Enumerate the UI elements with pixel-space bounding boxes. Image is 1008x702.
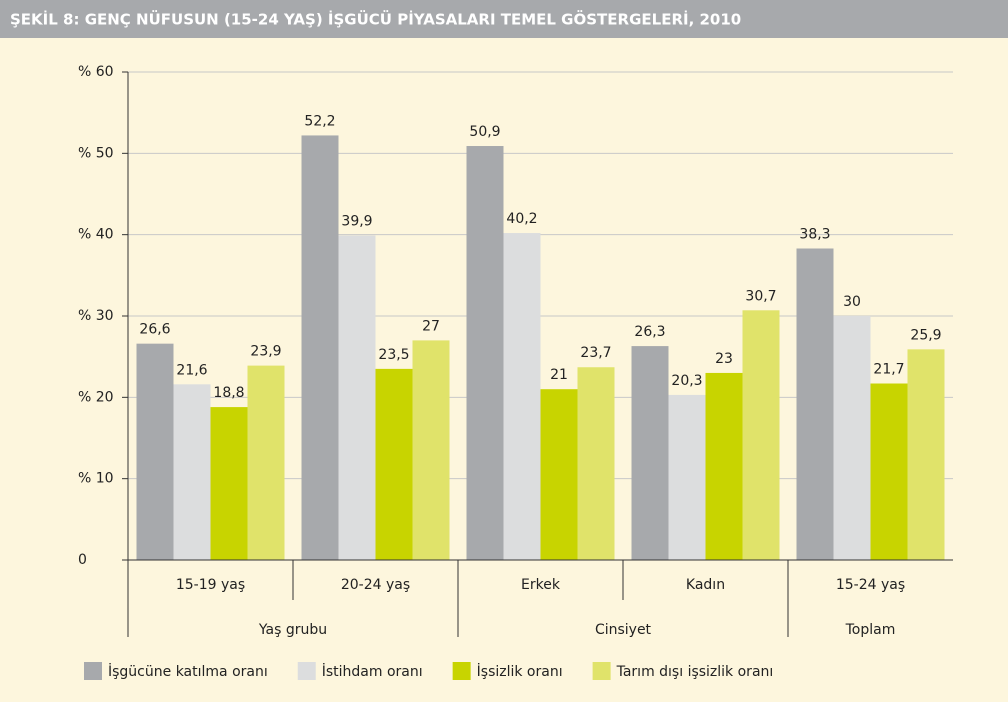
value-label: 26,6	[139, 322, 170, 338]
value-label: 52,2	[304, 113, 335, 129]
group-label: Yaş grubu	[258, 622, 327, 638]
y-tick-label: % 10	[78, 471, 114, 487]
value-label: 39,9	[341, 213, 372, 229]
y-tick-label: % 30	[78, 308, 114, 324]
bar	[540, 389, 578, 560]
value-label: 30	[843, 294, 861, 310]
x-tick-label: 15-19 yaş	[176, 577, 245, 593]
bar	[742, 310, 780, 560]
bar	[631, 346, 669, 560]
bar	[577, 367, 615, 560]
value-label: 38,3	[799, 226, 830, 242]
bar	[210, 407, 248, 560]
bar	[338, 235, 376, 561]
legend-swatch	[592, 662, 611, 680]
title-bar	[0, 0, 1008, 38]
y-tick-label: % 20	[78, 389, 114, 405]
bar	[668, 394, 706, 560]
legend-label: İşsizlik oranı	[477, 662, 563, 680]
value-label: 21,7	[873, 362, 904, 378]
bar	[247, 365, 285, 560]
chart-title: ŞEKİL 8: GENÇ NÜFUSUN (15-24 YAŞ) İŞGÜCÜ…	[10, 10, 741, 29]
value-label: 25,9	[910, 327, 941, 343]
x-tick-label: Kadın	[686, 577, 725, 593]
value-label: 50,9	[469, 124, 500, 140]
group-label: Cinsiyet	[595, 622, 652, 638]
bar	[796, 248, 834, 560]
y-tick-label: % 60	[78, 64, 114, 80]
value-label: 23,9	[250, 344, 281, 360]
bar	[301, 135, 339, 560]
legend-swatch	[452, 662, 471, 680]
value-label: 23,7	[580, 345, 611, 361]
legend-label: Tarım dışı işsizlik oranı	[616, 664, 774, 680]
value-label: 23	[715, 351, 733, 367]
value-label: 20,3	[671, 373, 702, 389]
bar	[503, 233, 541, 561]
x-tick-label: Erkek	[521, 577, 561, 593]
legend-swatch	[297, 662, 316, 680]
value-label: 40,2	[506, 211, 537, 227]
legend-label: İşgücüne katılma oranı	[108, 662, 268, 680]
bar	[466, 146, 504, 560]
value-label: 18,8	[213, 385, 244, 401]
value-label: 21,6	[176, 362, 207, 378]
value-label: 26,3	[634, 324, 665, 340]
value-label: 30,7	[745, 288, 776, 304]
value-label: 27	[422, 318, 440, 334]
bar	[136, 343, 174, 560]
legend-label: İstihdam oranı	[322, 662, 423, 680]
y-tick-label: % 50	[78, 145, 114, 161]
x-tick-label: 15-24 yaş	[836, 577, 905, 593]
group-label: Toplam	[845, 622, 896, 638]
legend-swatch	[84, 662, 102, 680]
bar	[412, 340, 450, 560]
bar	[833, 316, 871, 560]
value-label: 21	[550, 367, 568, 383]
bar	[907, 349, 945, 560]
bar	[870, 383, 908, 560]
x-tick-label: 20-24 yaş	[341, 577, 410, 593]
y-tick-label: % 40	[78, 227, 114, 243]
value-label: 23,5	[378, 347, 409, 363]
y-tick-label: 0	[78, 552, 87, 568]
bar	[173, 384, 211, 560]
bar	[705, 372, 743, 560]
bar	[375, 368, 413, 560]
